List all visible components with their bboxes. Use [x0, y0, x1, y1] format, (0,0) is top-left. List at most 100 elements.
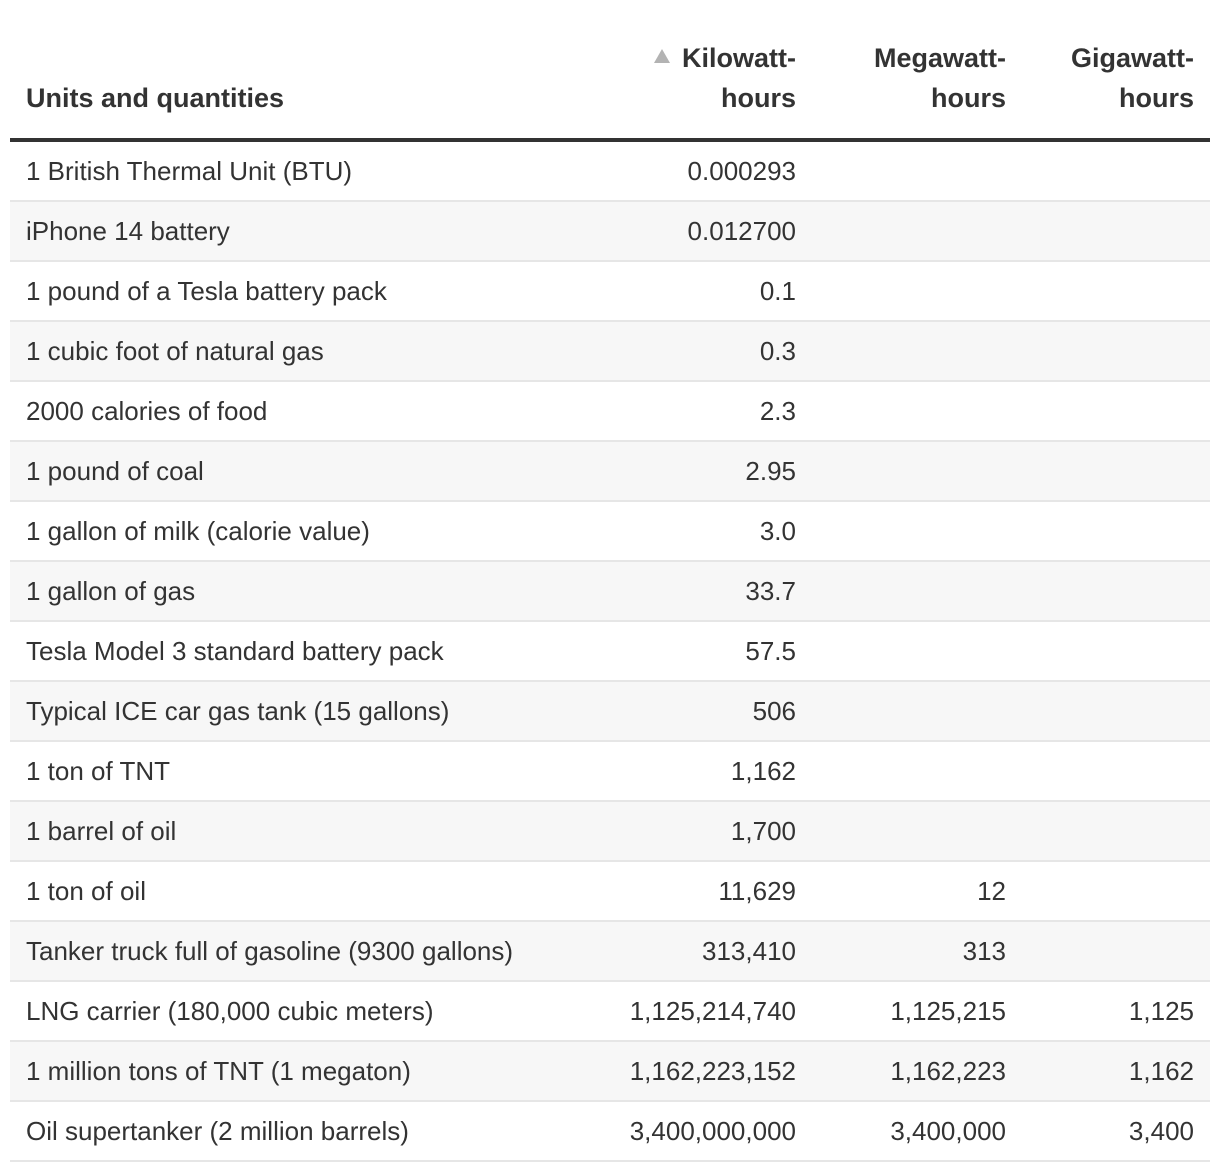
cell-kilowatt-hours: 0.1 — [578, 261, 796, 322]
table-row: 1 pound of a Tesla battery pack 0.1 — [10, 261, 1210, 322]
column-header-megawatt-hours-line2: hours — [930, 83, 1006, 113]
cell-kilowatt-hours: 2.95 — [578, 441, 796, 502]
cell-unit: Typical ICE car gas tank (15 gallons) — [10, 681, 578, 742]
column-header-megawatt-hours[interactable]: Megawatt- hours — [796, 0, 1006, 142]
cell-unit: iPhone 14 battery — [10, 201, 578, 262]
cell-unit: 1 British Thermal Unit (BTU) — [10, 140, 578, 202]
cell-gigawatt-hours — [1006, 621, 1210, 682]
cell-megawatt-hours — [796, 381, 1006, 442]
table-row: iPhone 14 battery 0.012700 — [10, 201, 1210, 262]
cell-gigawatt-hours: 3,400 — [1006, 1101, 1210, 1162]
table-row: 1 cubic foot of natural gas 0.3 — [10, 321, 1210, 382]
cell-unit: 1 pound of coal — [10, 441, 578, 502]
cell-gigawatt-hours: 1,162 — [1006, 1041, 1210, 1102]
cell-gigawatt-hours — [1006, 801, 1210, 862]
table-row: Typical ICE car gas tank (15 gallons) 506 — [10, 681, 1210, 742]
cell-gigawatt-hours — [1006, 201, 1210, 262]
column-header-kilowatt-hours-line1: Kilowatt- — [682, 43, 796, 73]
cell-unit: 2000 calories of food — [10, 381, 578, 442]
cell-megawatt-hours — [796, 561, 1006, 622]
cell-megawatt-hours: 1,125,215 — [796, 981, 1006, 1042]
cell-gigawatt-hours — [1006, 681, 1210, 742]
table-row: LNG carrier (180,000 cubic meters) 1,125,… — [10, 981, 1210, 1042]
column-header-kilowatt-hours-line2: hours — [720, 83, 796, 113]
cell-unit: Tanker truck full of gasoline (9300 gall… — [10, 921, 578, 982]
cell-kilowatt-hours: 57.5 — [578, 621, 796, 682]
cell-megawatt-hours — [796, 321, 1006, 382]
table-row: Oil supertanker (2 million barrels) 3,400… — [10, 1101, 1210, 1162]
table-row: 1 million tons of TNT (1 megaton) 1,162,2… — [10, 1041, 1210, 1102]
cell-gigawatt-hours — [1006, 501, 1210, 562]
cell-unit: 1 ton of oil — [10, 861, 578, 922]
cell-unit: 1 pound of a Tesla battery pack — [10, 261, 578, 322]
cell-gigawatt-hours — [1006, 921, 1210, 982]
cell-megawatt-hours: 313 — [796, 921, 1006, 982]
cell-unit: LNG carrier (180,000 cubic meters) — [10, 981, 578, 1042]
column-header-gigawatt-hours-line2: hours — [1118, 83, 1194, 113]
header-row: Units and quantities Kilowatt- hours Meg… — [10, 0, 1210, 142]
cell-megawatt-hours — [796, 140, 1006, 202]
cell-megawatt-hours — [796, 441, 1006, 502]
cell-unit: Tesla Model 3 standard battery pack — [10, 621, 578, 682]
column-header-megawatt-hours-line1: Megawatt- — [873, 43, 1006, 73]
cell-unit: 1 million tons of TNT (1 megaton) — [10, 1041, 578, 1102]
cell-kilowatt-hours: 1,162 — [578, 741, 796, 802]
cell-kilowatt-hours: 1,162,223,152 — [578, 1041, 796, 1102]
cell-megawatt-hours — [796, 801, 1006, 862]
column-header-units[interactable]: Units and quantities — [10, 0, 578, 142]
cell-unit: Oil supertanker (2 million barrels) — [10, 1101, 578, 1162]
table-row: 1 ton of oil 11,629 12 — [10, 861, 1210, 922]
table-row: 1 ton of TNT 1,162 — [10, 741, 1210, 802]
cell-kilowatt-hours: 0.012700 — [578, 201, 796, 262]
energy-table-container: Units and quantities Kilowatt- hours Meg… — [10, 0, 1210, 1162]
table-row: 1 barrel of oil 1,700 — [10, 801, 1210, 862]
cell-megawatt-hours — [796, 621, 1006, 682]
cell-kilowatt-hours: 0.3 — [578, 321, 796, 382]
cell-kilowatt-hours: 2.3 — [578, 381, 796, 442]
cell-kilowatt-hours: 3,400,000,000 — [578, 1101, 796, 1162]
cell-megawatt-hours — [796, 261, 1006, 322]
cell-megawatt-hours: 3,400,000 — [796, 1101, 1006, 1162]
cell-kilowatt-hours: 506 — [578, 681, 796, 742]
cell-megawatt-hours — [796, 681, 1006, 742]
table-row: Tanker truck full of gasoline (9300 gall… — [10, 921, 1210, 982]
cell-gigawatt-hours — [1006, 441, 1210, 502]
cell-unit: 1 gallon of gas — [10, 561, 578, 622]
cell-unit: 1 barrel of oil — [10, 801, 578, 862]
cell-megawatt-hours: 1,162,223 — [796, 1041, 1006, 1102]
cell-gigawatt-hours — [1006, 140, 1210, 202]
cell-unit: 1 ton of TNT — [10, 741, 578, 802]
table-row: 2000 calories of food 2.3 — [10, 381, 1210, 442]
column-header-kilowatt-hours[interactable]: Kilowatt- hours — [578, 0, 796, 142]
cell-unit: 1 cubic foot of natural gas — [10, 321, 578, 382]
energy-table: Units and quantities Kilowatt- hours Meg… — [10, 0, 1210, 1162]
cell-megawatt-hours: 12 — [796, 861, 1006, 922]
cell-kilowatt-hours: 1,700 — [578, 801, 796, 862]
cell-megawatt-hours — [796, 741, 1006, 802]
cell-kilowatt-hours: 11,629 — [578, 861, 796, 922]
cell-gigawatt-hours — [1006, 741, 1210, 802]
cell-gigawatt-hours — [1006, 321, 1210, 382]
cell-kilowatt-hours: 3.0 — [578, 501, 796, 562]
table-row: 1 gallon of milk (calorie value) 3.0 — [10, 501, 1210, 562]
table-row: 1 gallon of gas 33.7 — [10, 561, 1210, 622]
table-body: 1 British Thermal Unit (BTU) 0.000293 iPho… — [10, 140, 1210, 1162]
cell-gigawatt-hours — [1006, 381, 1210, 442]
sort-ascending-icon[interactable] — [654, 49, 670, 63]
column-header-gigawatt-hours-line1: Gigawatt- — [1070, 43, 1194, 73]
cell-gigawatt-hours: 1,125 — [1006, 981, 1210, 1042]
cell-megawatt-hours — [796, 201, 1006, 262]
cell-kilowatt-hours: 0.000293 — [578, 140, 796, 202]
table-row: 1 pound of coal 2.95 — [10, 441, 1210, 502]
column-header-units-label: Units and quantities — [26, 83, 285, 113]
cell-megawatt-hours — [796, 501, 1006, 562]
table-row: Tesla Model 3 standard battery pack 57.5 — [10, 621, 1210, 682]
cell-gigawatt-hours — [1006, 861, 1210, 922]
cell-kilowatt-hours: 313,410 — [578, 921, 796, 982]
cell-unit: 1 gallon of milk (calorie value) — [10, 501, 578, 562]
cell-kilowatt-hours: 33.7 — [578, 561, 796, 622]
table-header: Units and quantities Kilowatt- hours Meg… — [10, 0, 1210, 142]
cell-kilowatt-hours: 1,125,214,740 — [578, 981, 796, 1042]
column-header-gigawatt-hours[interactable]: Gigawatt- hours — [1006, 0, 1210, 142]
cell-gigawatt-hours — [1006, 561, 1210, 622]
